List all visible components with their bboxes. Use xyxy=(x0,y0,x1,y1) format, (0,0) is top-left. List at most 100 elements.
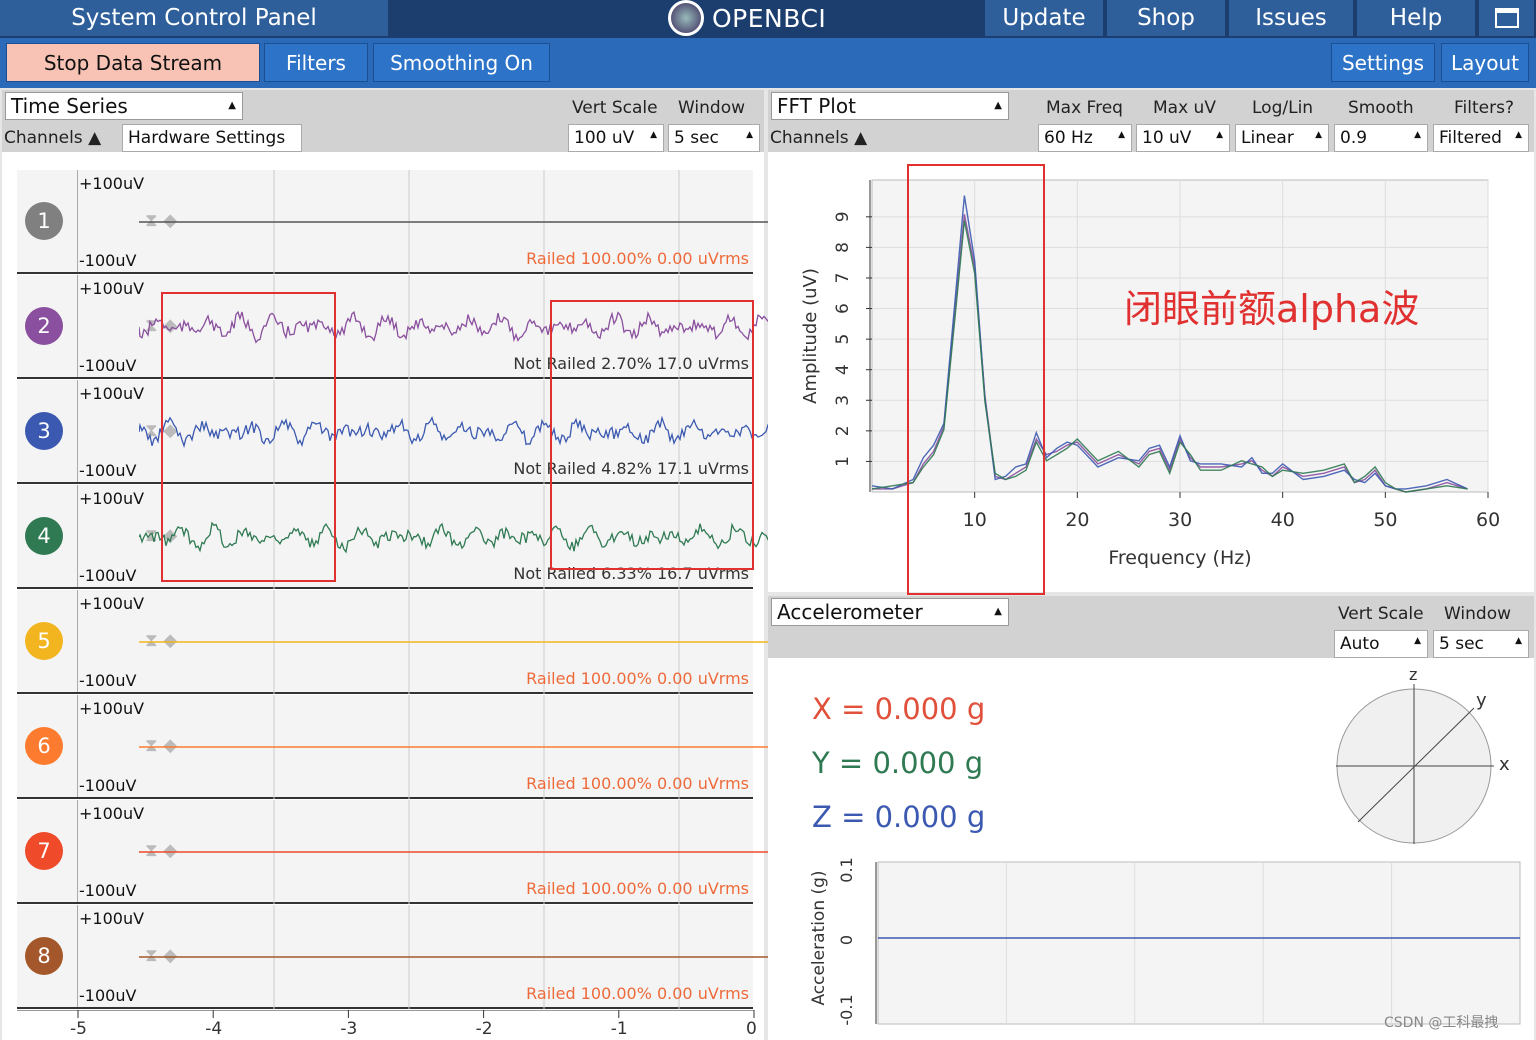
bottom-scale-label: -100uV xyxy=(79,881,137,900)
alpha-highlight-box xyxy=(907,164,1045,595)
vert-scale-dropdown[interactable]: 100 uV ▲ xyxy=(568,124,664,152)
accel-vert-scale-value: Auto xyxy=(1340,634,1380,654)
channel-row-8: 8 ⧗ ◆ +100uV -100uV Railed 100.00% 0.00 … xyxy=(17,905,815,1009)
max-uv-dropdown[interactable]: 10 uV ▲ xyxy=(1136,124,1230,152)
widget-selector-fft[interactable]: FFT Plot ▲ xyxy=(771,92,1009,120)
control-bar: Stop Data Stream Filters Smoothing On Se… xyxy=(0,38,1536,88)
help-label: Help xyxy=(1389,5,1443,31)
window-label: Window xyxy=(1444,604,1512,624)
widget-selector-accel[interactable]: Accelerometer ▲ xyxy=(771,598,1009,626)
filtered-dropdown[interactable]: Filtered ▲ xyxy=(1433,124,1529,152)
dropdown-arrow-icon: ▲ xyxy=(746,130,753,140)
loglin-value: Linear xyxy=(1241,128,1294,148)
layout-button[interactable]: Layout xyxy=(1441,43,1529,82)
settings-label: Settings xyxy=(1341,50,1425,75)
time-tick-label: -1 xyxy=(611,1019,628,1039)
scale-arrows-icon[interactable]: ⧗ ◆ xyxy=(145,630,177,651)
accel-window-dropdown[interactable]: 5 sec ▲ xyxy=(1433,630,1529,658)
fft-x-axis-label: Frequency (Hz) xyxy=(1108,547,1251,569)
hardware-settings-button[interactable]: Hardware Settings xyxy=(122,124,302,152)
channel-plot-1: ⧗ ◆ xyxy=(77,170,815,274)
hw-settings-label: Hardware Settings xyxy=(128,128,286,148)
accel-vert-scale-dropdown[interactable]: Auto ▲ xyxy=(1334,630,1428,658)
loglin-dropdown[interactable]: Linear ▲ xyxy=(1235,124,1329,152)
bottom-scale-label: -100uV xyxy=(79,986,137,1005)
top-scale-label: +100uV xyxy=(79,699,145,718)
smooth-value: 0.9 xyxy=(1340,128,1368,148)
highlight-box xyxy=(550,300,754,570)
window-dropdown[interactable]: 5 sec ▲ xyxy=(668,124,760,152)
fft-x-tick: 20 xyxy=(1065,509,1089,531)
dropdown-arrow-icon: ▲ xyxy=(994,100,1002,111)
fft-y-tick: 3 xyxy=(833,395,853,406)
time-tick-label: 0 xyxy=(746,1019,757,1039)
channel-toggle-6[interactable]: 6 xyxy=(25,727,63,765)
scale-arrows-icon[interactable]: ⧗ ◆ xyxy=(145,735,177,756)
fft-series-line xyxy=(871,220,1468,493)
channel-trace-6: ⧗ ◆ xyxy=(139,695,815,799)
accel-y-readout: Y = 0.000 g xyxy=(812,746,984,780)
system-control-panel-button[interactable]: System Control Panel xyxy=(0,0,390,36)
max-freq-dropdown[interactable]: 60 Hz ▲ xyxy=(1038,124,1132,152)
accel-z-readout: Z = 0.000 g xyxy=(812,800,986,834)
channel-trace-5: ⧗ ◆ xyxy=(139,590,815,694)
smooth-dropdown[interactable]: 0.9 ▲ xyxy=(1334,124,1428,152)
time-tick-label: -4 xyxy=(205,1019,222,1039)
dropdown-arrow-icon: ▲ xyxy=(1515,636,1522,646)
help-button[interactable]: Help xyxy=(1357,0,1477,36)
fft-y-tick: 5 xyxy=(833,334,853,345)
triangle-up-icon: ▲ xyxy=(854,128,868,148)
shop-label: Shop xyxy=(1137,5,1195,31)
channel-toggle-2[interactable]: 2 xyxy=(25,307,63,345)
scale-arrows-icon[interactable]: ⧗ ◆ xyxy=(145,210,177,231)
fft-x-tick: 50 xyxy=(1373,509,1397,531)
filters-button[interactable]: Filters xyxy=(264,43,368,82)
scale-arrows-icon[interactable]: ⧗ ◆ xyxy=(145,840,177,861)
stop-data-stream-button[interactable]: Stop Data Stream xyxy=(6,43,260,82)
system-control-panel-label: System Control Panel xyxy=(71,5,317,31)
accel-chart: 0.1 0 -0.1 Acceleration (g) xyxy=(809,857,1521,1026)
settings-button[interactable]: Settings xyxy=(1331,43,1435,82)
channel-plot-8: ⧗ ◆ xyxy=(77,905,815,1009)
x-axis-label: x xyxy=(1499,754,1510,775)
channel-toggle-7[interactable]: 7 xyxy=(25,832,63,870)
smooth-label: Smooth xyxy=(1348,98,1414,118)
update-button[interactable]: Update xyxy=(985,0,1105,36)
top-bar: System Control Panel OPENBCI Update Shop… xyxy=(0,0,1536,38)
channel-toggle-3[interactable]: 3 xyxy=(25,412,63,450)
bottom-scale-label: -100uV xyxy=(79,461,137,480)
fft-chart: 10 20 30 40 50 60 1 2 3 4 5 6 7 8 9 Frequency (Hz) Ampli… xyxy=(800,179,1500,569)
y-axis-label: y xyxy=(1476,690,1487,711)
rail-status: Railed 100.00% 0.00 uVrms xyxy=(526,774,749,793)
shop-button[interactable]: Shop xyxy=(1107,0,1227,36)
fft-y-tick: 9 xyxy=(833,211,853,222)
fft-series-line xyxy=(871,195,1468,490)
channel-toggle-4[interactable]: 4 xyxy=(25,517,63,555)
window-button[interactable] xyxy=(1479,0,1536,36)
fft-channels-toggle[interactable]: Channels ▲ xyxy=(770,128,867,148)
fft-x-tick: 10 xyxy=(963,509,987,531)
channel-plot-7: ⧗ ◆ xyxy=(77,800,815,904)
z-axis-label: z xyxy=(1409,665,1417,684)
widget-selector-time-series[interactable]: Time Series ▲ xyxy=(5,92,243,120)
dropdown-arrow-icon: ▲ xyxy=(1118,130,1125,140)
channel-toggle-5[interactable]: 5 xyxy=(25,622,63,660)
channels-toggle[interactable]: Channels ▲ xyxy=(4,128,101,148)
vert-scale-value: 100 uV xyxy=(574,128,635,148)
rail-status: Railed 100.00% 0.00 uVrms xyxy=(526,879,749,898)
rail-status: Not Railed 2.70% 17.0 uVrms xyxy=(513,354,749,373)
max-freq-value: 60 Hz xyxy=(1044,128,1093,148)
scale-arrows-icon[interactable]: ⧗ ◆ xyxy=(145,945,177,966)
channel-toggle-1[interactable]: 1 xyxy=(25,202,63,240)
fft-y-tick: 4 xyxy=(833,364,853,375)
channel-plot-3: ⧗ ◆ xyxy=(77,380,815,484)
smoothing-button[interactable]: Smoothing On xyxy=(373,43,550,82)
filters-label: Filters xyxy=(286,50,346,75)
fft-y-tick: 7 xyxy=(833,273,853,284)
filtered-value: Filtered xyxy=(1439,128,1502,148)
issues-button[interactable]: Issues xyxy=(1229,0,1355,36)
top-scale-label: +100uV xyxy=(79,174,145,193)
rail-status: Railed 100.00% 0.00 uVrms xyxy=(526,249,749,268)
rail-status: Railed 100.00% 0.00 uVrms xyxy=(526,984,749,1003)
channel-toggle-8[interactable]: 8 xyxy=(25,937,63,975)
